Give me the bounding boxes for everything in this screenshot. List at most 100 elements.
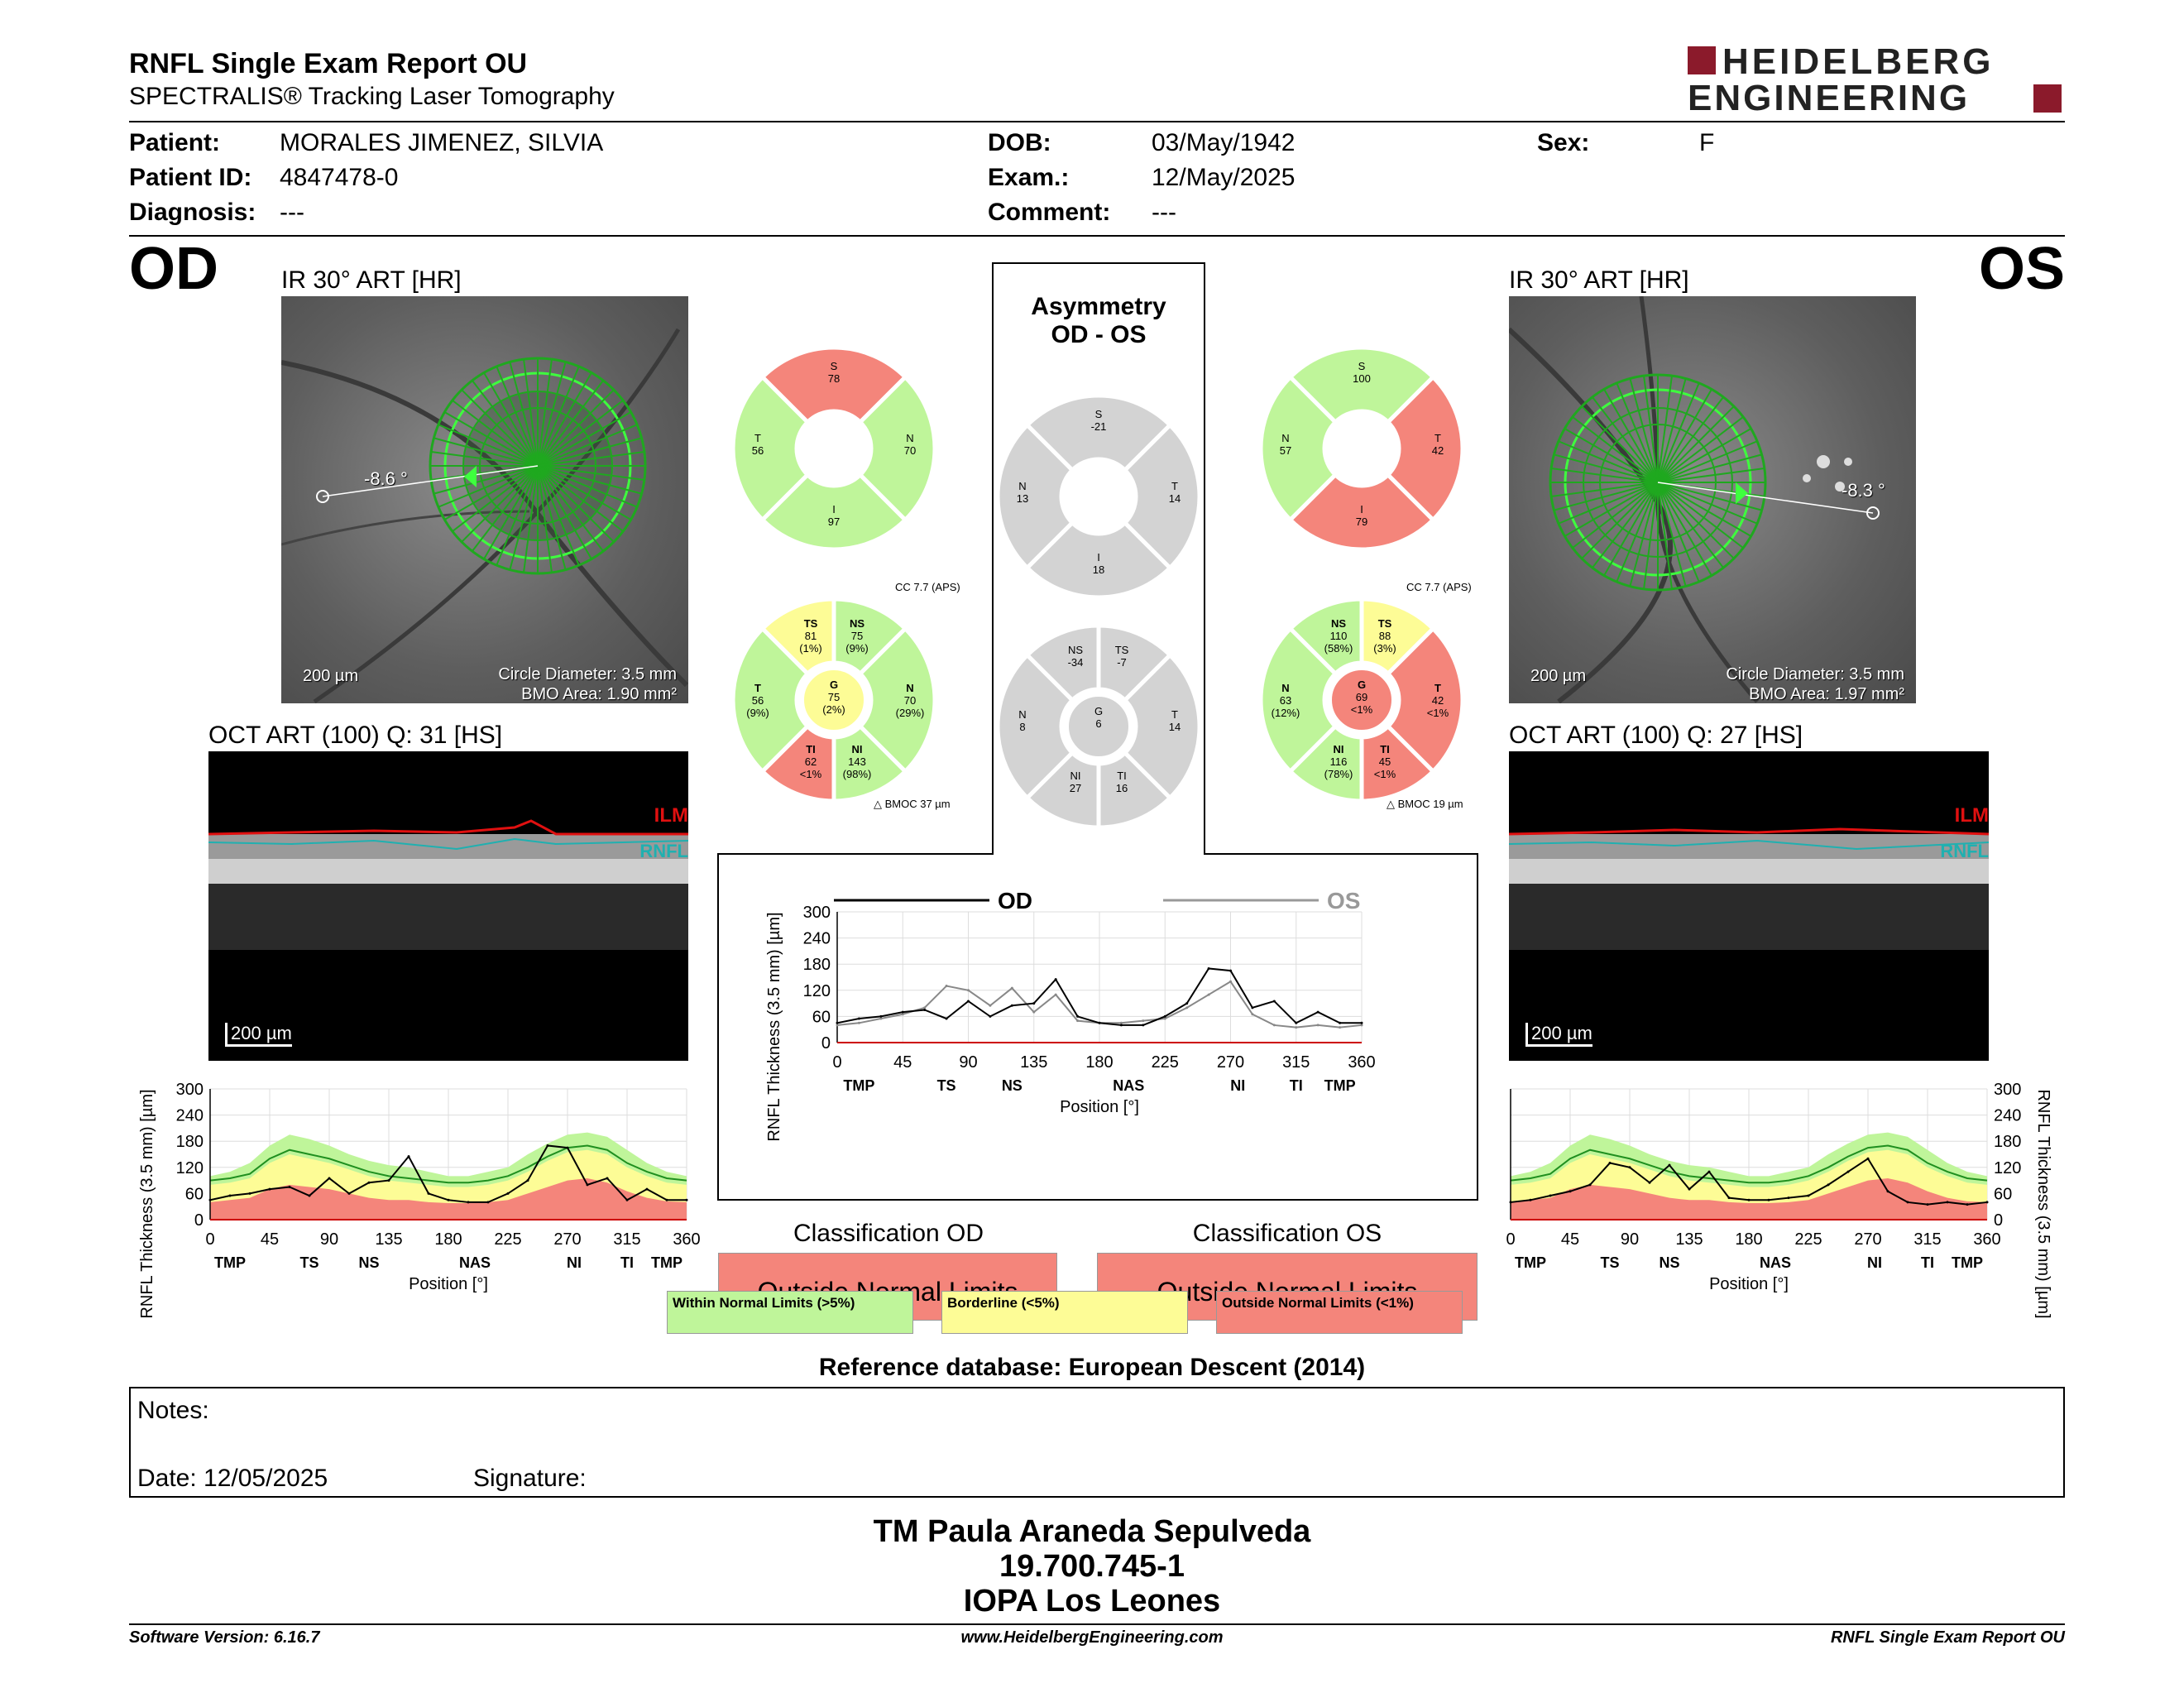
diagnosis-label: Diagnosis: [129, 199, 256, 226]
od6-label-ni: NI 143 (98%) [843, 743, 872, 780]
asym6-label-t: T 14 [1169, 708, 1181, 733]
od-point [208, 1198, 212, 1201]
od-eye-label: OD [129, 236, 218, 302]
os-point [1628, 1166, 1631, 1169]
os6-label-ts: TS 88 (3%) [1373, 617, 1396, 655]
cmp-xtick: 0 [832, 1053, 841, 1072]
comparison-legend: OD OS [834, 888, 1360, 914]
od-bmo-area: BMO Area: 1.90 mm² [521, 685, 677, 703]
legend-within: Within Normal Limits (>5%) [667, 1291, 913, 1334]
od-point [347, 1192, 351, 1195]
cmp-point [901, 1010, 904, 1014]
os-sector-label: TMP [1952, 1254, 1983, 1271]
operator-id: 19.700.745-1 [999, 1549, 1185, 1584]
cmp-point [1229, 969, 1232, 972]
cmp-point [1119, 1024, 1123, 1027]
od-sector-label: NI [567, 1254, 582, 1271]
brand-logo: HEIDELBERG ENGINEERING [1688, 41, 2068, 119]
os-ytick: 0 [1994, 1211, 2003, 1230]
od-label-i: I 97 [828, 503, 840, 528]
od-ilm-label: ILM [654, 804, 688, 827]
od-ytick: 300 [176, 1081, 204, 1099]
od-point [328, 1177, 331, 1180]
od-4-sector: S 78 T 56 N 70 I 97 [730, 345, 937, 552]
os-label-t: T 42 [1432, 432, 1444, 457]
exam-value: 12/May/2025 [1152, 164, 1296, 191]
od-point [228, 1194, 232, 1197]
patient-id-value: 4847478-0 [280, 164, 399, 191]
cmp-point [1032, 1002, 1036, 1005]
notes-panel: Notes: Date: 12/05/2025 Signature: [129, 1387, 2065, 1498]
os-sector-n [1258, 374, 1339, 523]
patient-value: MORALES JIMENEZ, SILVIA [280, 129, 604, 156]
asymmetry-title-2: OD - OS [1051, 321, 1147, 348]
od-ytick: 120 [176, 1159, 204, 1177]
footer-report-name: RNFL Single Exam Report OU [1830, 1628, 2065, 1647]
od-ir-title: IR 30° ART [HR] [281, 266, 462, 294]
od6-sector-g [801, 667, 867, 733]
os-angle: -8.3 ° [1842, 480, 1885, 501]
institution: IOPA Los Leones [963, 1584, 1221, 1618]
cmp-ytick: 0 [821, 1034, 831, 1053]
od6-sector-n [857, 626, 937, 774]
legend-outside: Outside Normal Limits (<1%) [1216, 1291, 1463, 1334]
od-sector-label: NAS [459, 1254, 491, 1271]
asym-sector-s [1024, 393, 1173, 473]
signature-label: Signature: [473, 1465, 587, 1492]
cmp-point [1185, 1002, 1189, 1005]
comment-value: --- [1152, 199, 1176, 226]
cmp-point [923, 1009, 927, 1011]
od-point [387, 1179, 390, 1182]
od-point [407, 1155, 410, 1158]
od-point [288, 1186, 291, 1188]
od-label-n: N 70 [904, 432, 916, 457]
od6-sector-ns [831, 597, 908, 677]
od-fundus-overlay [281, 328, 688, 703]
website: www.HeidelbergEngineering.com [960, 1628, 1224, 1647]
od-xtick: 180 [434, 1230, 462, 1249]
os-eye-label: OS [1979, 236, 2066, 302]
os-point [1727, 1196, 1731, 1200]
os-ytick: 240 [1994, 1107, 2021, 1125]
cmp-xtick: 90 [959, 1053, 977, 1072]
reference-database: Reference database: European Descent (20… [818, 1354, 1366, 1381]
os-rnfl-label: RNFL [1940, 841, 1989, 861]
os-point [1807, 1194, 1810, 1197]
od-xlabel: Position [°] [409, 1275, 488, 1293]
od-sector-label: TMP [214, 1254, 246, 1271]
os-fundus-overlay [1509, 296, 1880, 703]
od-point [467, 1201, 470, 1204]
cmp-point [1272, 1000, 1276, 1003]
od-point [586, 1183, 589, 1187]
os-xtick: 45 [1561, 1230, 1579, 1249]
od-xtick: 225 [494, 1230, 521, 1249]
cmp-point [1339, 1021, 1342, 1024]
os6-sector-g [1329, 667, 1395, 733]
cmp-sector-label: NI [1230, 1077, 1245, 1094]
cmp-point [945, 985, 948, 988]
cmp-sector-label: NS [1002, 1077, 1023, 1094]
os-oct-scale: 200 µm [1525, 1023, 1592, 1047]
od-sector-label: TI [620, 1254, 634, 1271]
cmp-point [1119, 1021, 1123, 1024]
os-sector-label: TS [1600, 1254, 1619, 1271]
os6-label-ns: NS 110 (58%) [1324, 617, 1353, 655]
cmp-point [1339, 1026, 1342, 1029]
cmp-point [1360, 1024, 1363, 1027]
dob-value: 03/May/1942 [1152, 129, 1296, 156]
os6-6-sector: NS 110 (58%) TS 88 (3%) N 63 (12%) T 42 <1% NI 116 (78… [1258, 597, 1465, 803]
cmp-point [1010, 1004, 1013, 1007]
od6-label-t: T 56 (9%) [746, 682, 769, 719]
os-circle-diameter: Circle Diameter: 3.5 mm [1726, 665, 1904, 683]
os-point [1846, 1170, 1850, 1173]
os-sector-label: NS [1659, 1254, 1679, 1271]
os-xtick: 0 [1506, 1230, 1515, 1249]
os-point [1668, 1163, 1671, 1167]
footer-rule [129, 1623, 2065, 1625]
os-point [1767, 1198, 1770, 1201]
asymmetry-title-1: Asymmetry [1031, 293, 1166, 320]
od-point [685, 1198, 688, 1201]
cmp-point [1098, 1021, 1101, 1024]
asym6-sector-ts [1096, 623, 1173, 703]
od-ytick: 60 [185, 1185, 204, 1203]
